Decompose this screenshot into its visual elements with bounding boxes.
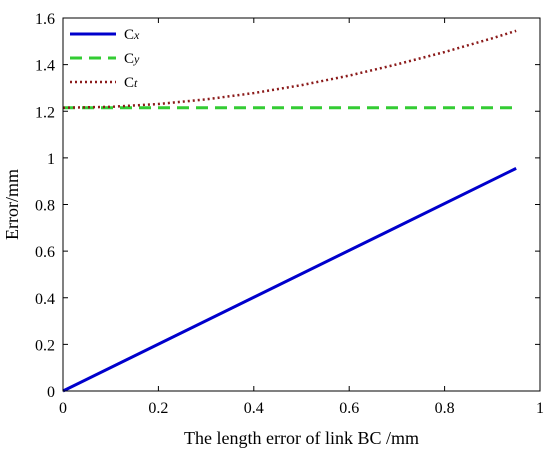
y-tick-label: 1 [47,151,55,168]
x-tick-label: 0 [59,400,67,417]
y-tick-label: 1.6 [35,11,55,28]
x-tick-label: 0.8 [435,400,455,417]
x-tick-label: 0.2 [148,400,168,417]
y-axis-label: Error/mm [2,169,22,240]
x-tick-label: 0.6 [339,400,359,417]
y-tick-label: 0.8 [35,198,55,215]
legend-label-cx: Cx [124,27,140,43]
x-tick-label: 0.4 [244,400,264,417]
series-line-cx [62,167,517,393]
y-tick-label: 1.4 [35,58,55,75]
series-layer [62,29,517,393]
y-tick-label: 0.6 [35,244,55,261]
y-tick-label: 0.4 [35,291,55,308]
legend-label-ct: Ct [124,75,138,91]
y-tick-label: 1.2 [35,104,55,121]
y-tick-label: 0 [47,384,55,401]
x-tick-label: 1 [536,400,544,417]
y-tick-label: 0.2 [35,337,55,354]
legend-label-cy: Cy [124,51,140,67]
plot-frame [62,17,541,392]
x-axis-label: The length error of link BC /mm [184,428,419,448]
legend: Cx Cy Ct [70,27,140,91]
ticks-layer: 0 0.2 0.4 0.6 0.8 1 0 0.2 0.4 0.6 0.8 1 1.2 1.4 1.6 [35,11,544,417]
